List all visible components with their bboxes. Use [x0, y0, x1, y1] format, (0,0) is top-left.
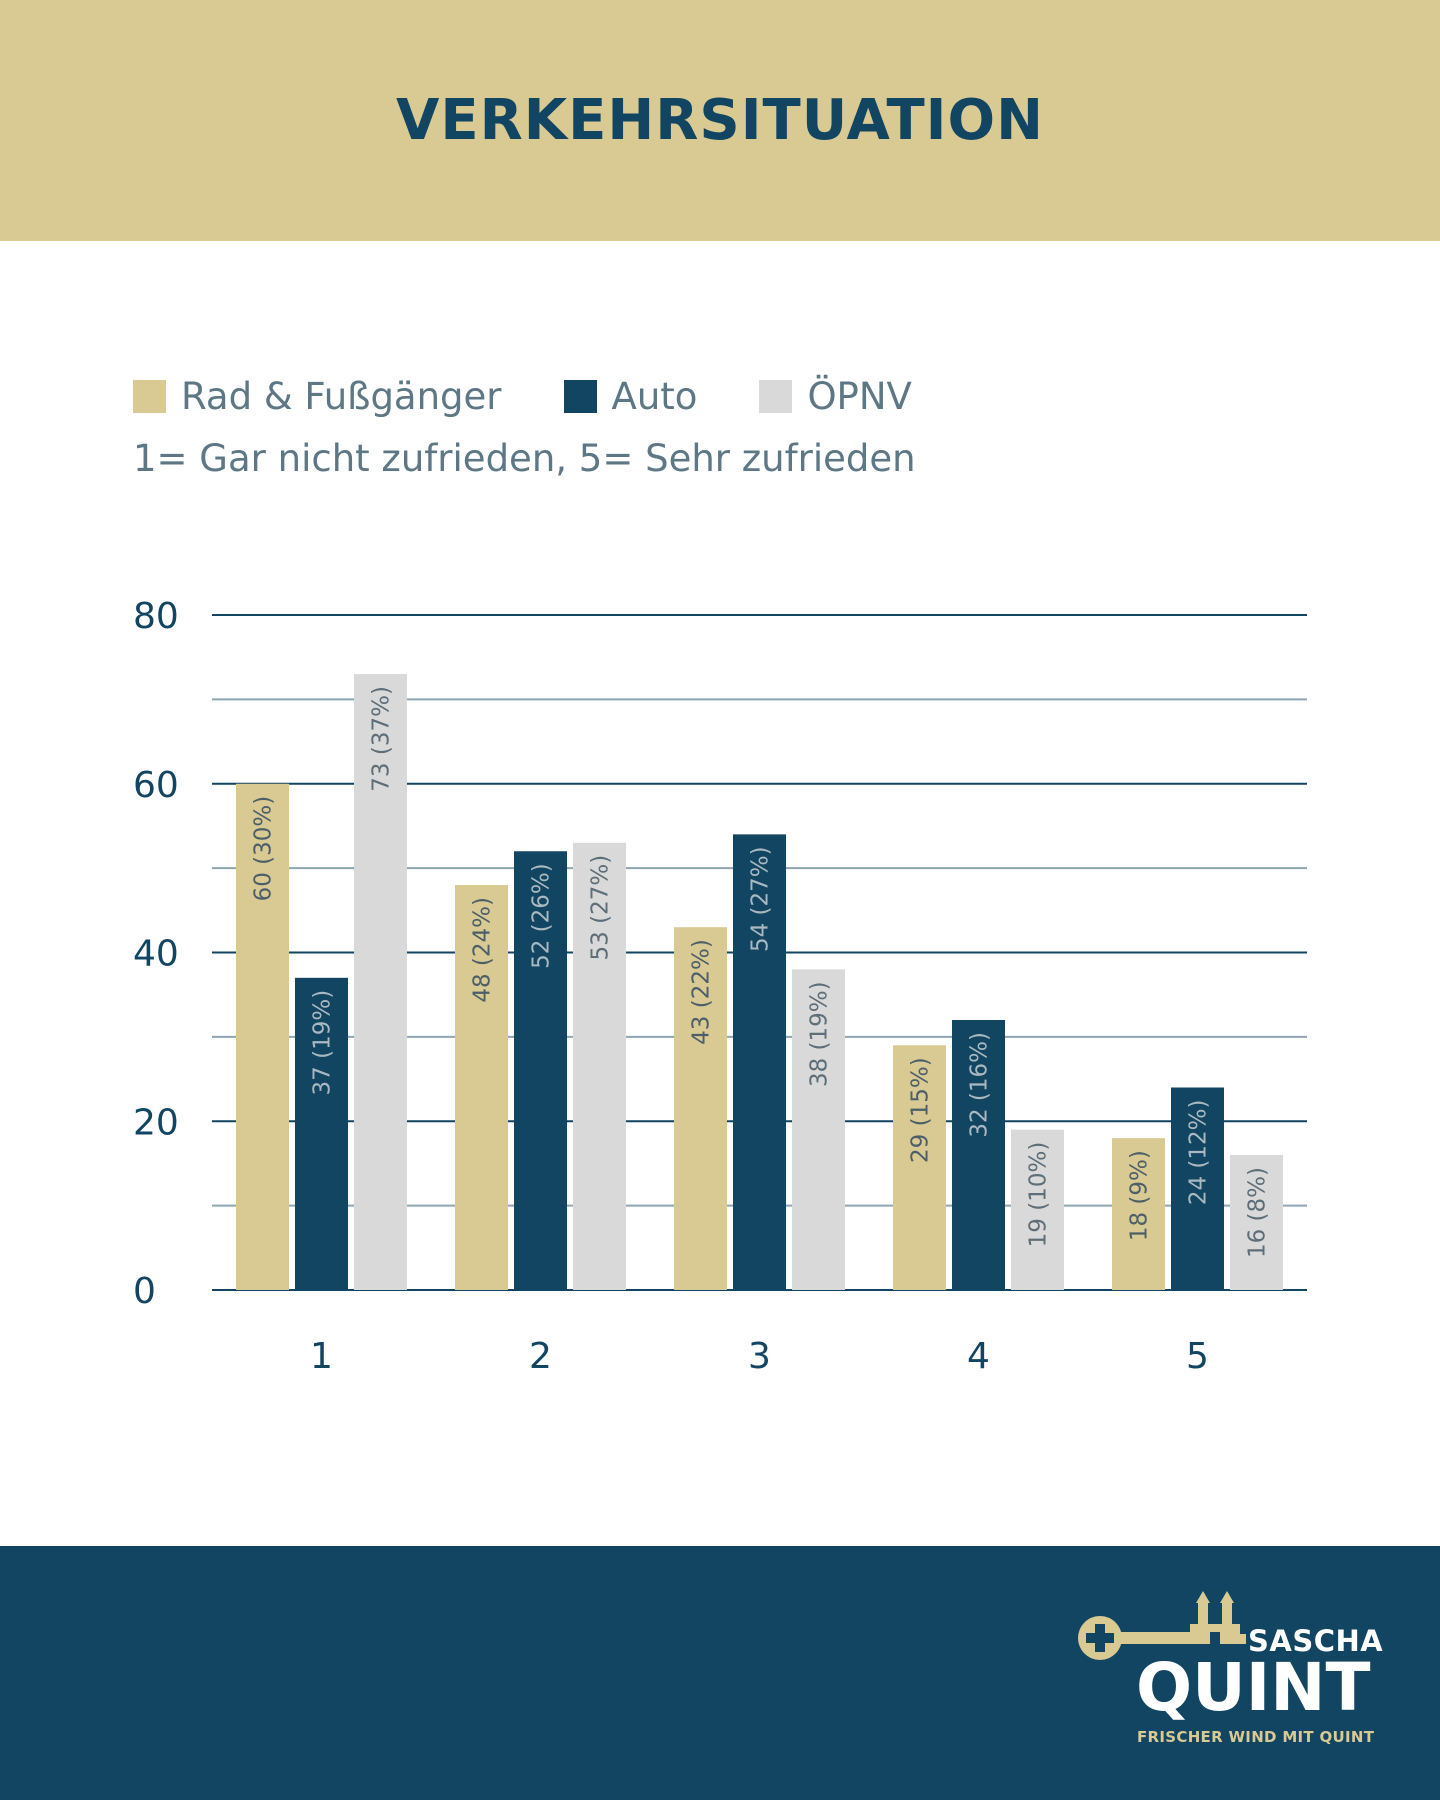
- brand-slogan: FRISCHER WIND MIT QUINT: [1137, 1728, 1375, 1746]
- x-tick-label: 4: [967, 1336, 990, 1377]
- bar: [514, 851, 567, 1290]
- bar: [733, 834, 786, 1290]
- bar: [455, 885, 508, 1290]
- legend-label-rad: Rad & Fußgänger: [181, 374, 502, 418]
- footer: [0, 1546, 1440, 1800]
- bar-value-label: 73 (37%): [369, 686, 395, 792]
- bar-value-label: 18 (9%): [1127, 1150, 1153, 1241]
- bar-value-label: 24 (12%): [1186, 1100, 1212, 1206]
- legend-label-oepnv: ÖPNV: [807, 374, 912, 418]
- header-banner: VERKEHRSITUATION: [0, 0, 1440, 241]
- bar: [792, 969, 845, 1290]
- page-title: VERKEHRSITUATION: [396, 88, 1044, 153]
- scale-note: 1= Gar nicht zufrieden, 5= Sehr zufriede…: [133, 437, 916, 480]
- bar-value-label: 54 (27%): [748, 846, 774, 952]
- bar-value-label: 53 (27%): [588, 855, 614, 961]
- legend-label-auto: Auto: [611, 374, 698, 418]
- bar: [295, 977, 348, 1290]
- bar-value-label: 19 (10%): [1026, 1142, 1052, 1248]
- y-tick-label: 0: [133, 1271, 156, 1312]
- bar-value-label: 38 (19%): [807, 981, 833, 1087]
- brand-last-name: QUINT: [1136, 1649, 1371, 1726]
- bar-chart: 0 20 40 60 80 60 (30%) 37 (19%) 73 (37%) 1 48 (24…: [0, 560, 1440, 1380]
- bar-value-label: 43 (22%): [689, 939, 715, 1045]
- chart-svg: 0 20 40 60 80 60 (30%) 37 (19%) 73 (37%) 1 48 (24…: [133, 596, 1307, 1377]
- bar: [354, 674, 407, 1290]
- x-tick-label: 2: [529, 1336, 552, 1377]
- legend-swatch-auto: [563, 379, 597, 413]
- legend-swatch-rad: [133, 379, 166, 413]
- bar: [1011, 1129, 1064, 1290]
- bar: [893, 1045, 946, 1290]
- legend-item-rad: Rad & Fußgänger: [133, 375, 502, 418]
- legend: Rad & Fußgänger Auto ÖPNV: [133, 372, 912, 420]
- brand-logo: SASCHA QUINT FRISCHER WIND MIT QUINT: [1070, 1588, 1384, 1758]
- y-tick-label: 20: [133, 1102, 179, 1143]
- key-church-icon: [1078, 1591, 1246, 1660]
- bar-value-label: 48 (24%): [470, 897, 496, 1003]
- y-tick-label: 60: [133, 765, 179, 806]
- bar-value-label: 29 (15%): [908, 1057, 934, 1163]
- bar-value-label: 32 (16%): [967, 1032, 993, 1138]
- bar: [1112, 1138, 1165, 1290]
- y-tick-label: 80: [133, 596, 179, 637]
- x-tick-label: 3: [748, 1336, 771, 1377]
- y-tick-label: 40: [133, 934, 179, 975]
- bar: [952, 1020, 1005, 1290]
- bar: [674, 927, 727, 1290]
- bar-value-label: 37 (19%): [310, 990, 336, 1096]
- bar-value-label: 16 (8%): [1245, 1167, 1271, 1258]
- legend-item-auto: Auto: [563, 374, 698, 418]
- bar: [236, 783, 289, 1290]
- x-tick-label: 5: [1186, 1336, 1209, 1377]
- legend-item-oepnv: ÖPNV: [759, 374, 912, 418]
- legend-swatch-oepnv: [759, 379, 793, 413]
- bar: [1230, 1155, 1283, 1290]
- bar: [573, 842, 626, 1290]
- brand-first-name: SASCHA: [1248, 1624, 1384, 1658]
- bar-value-label: 60 (30%): [251, 796, 277, 902]
- x-tick-label: 1: [310, 1336, 333, 1377]
- bar-value-label: 52 (26%): [529, 863, 555, 969]
- bar: [1171, 1087, 1224, 1290]
